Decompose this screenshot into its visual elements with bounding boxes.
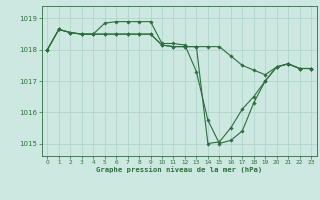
X-axis label: Graphe pression niveau de la mer (hPa): Graphe pression niveau de la mer (hPa) (96, 167, 262, 173)
